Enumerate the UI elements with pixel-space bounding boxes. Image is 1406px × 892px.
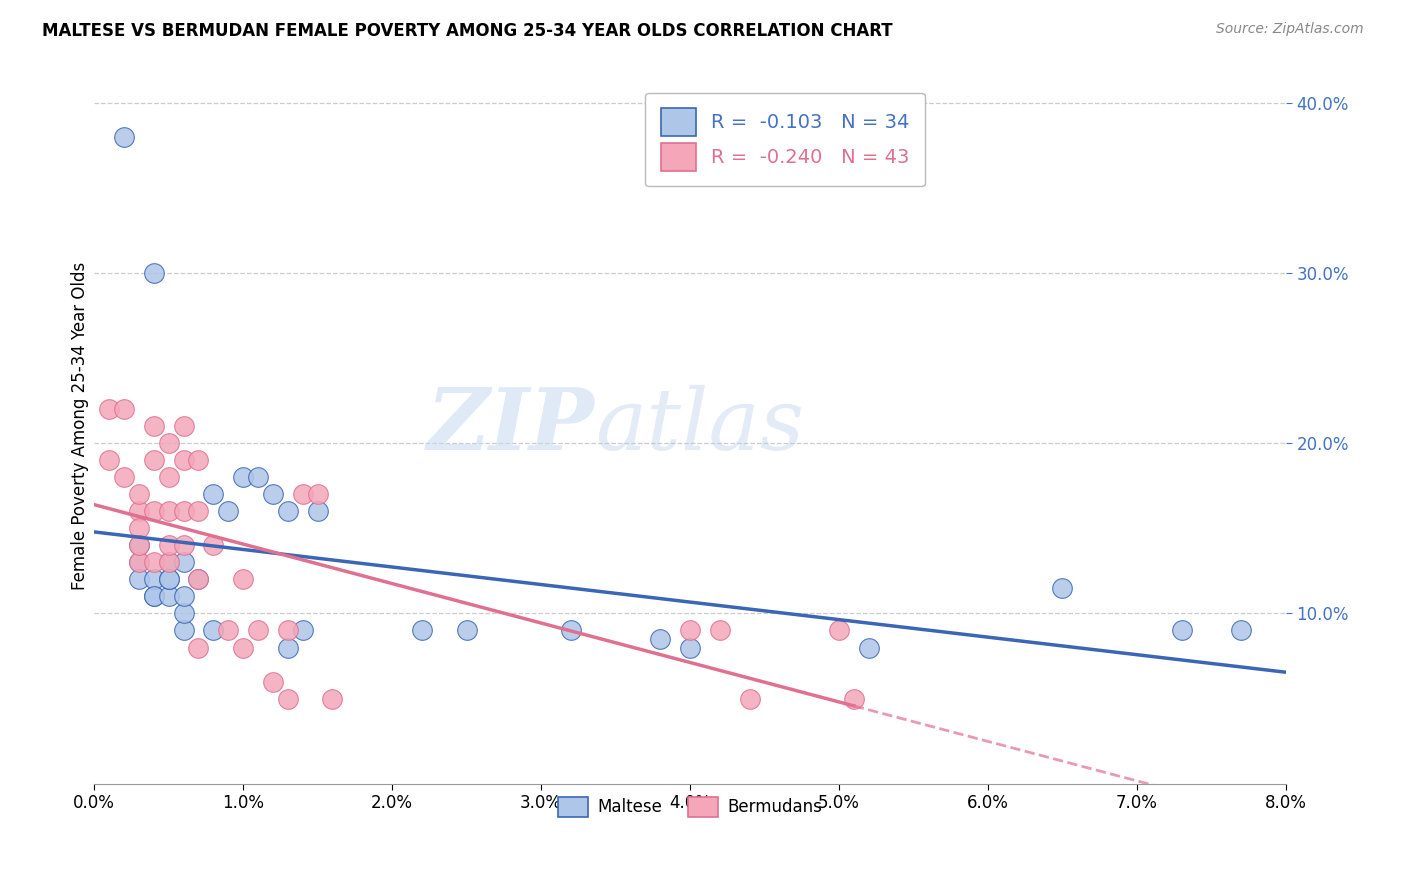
Point: [679, 624, 702, 638]
Point: [262, 487, 284, 501]
Point: [187, 573, 209, 587]
Point: [128, 521, 150, 535]
Point: [246, 470, 269, 484]
Point: [217, 624, 239, 638]
Point: [128, 573, 150, 587]
Text: Source: ZipAtlas.com: Source: ZipAtlas.com: [1216, 22, 1364, 37]
Point: [142, 419, 165, 434]
Point: [202, 487, 225, 501]
Point: [157, 436, 180, 450]
Point: [142, 266, 165, 280]
Text: MALTESE VS BERMUDAN FEMALE POVERTY AMONG 25-34 YEAR OLDS CORRELATION CHART: MALTESE VS BERMUDAN FEMALE POVERTY AMONG…: [42, 22, 893, 40]
Text: atlas: atlas: [595, 384, 804, 467]
Point: [173, 607, 195, 621]
Point: [307, 504, 329, 518]
Point: [128, 538, 150, 552]
Point: [173, 590, 195, 604]
Point: [277, 624, 299, 638]
Point: [277, 640, 299, 655]
Text: ZIP: ZIP: [427, 384, 595, 468]
Point: [262, 674, 284, 689]
Point: [128, 555, 150, 569]
Point: [456, 624, 478, 638]
Point: [157, 573, 180, 587]
Point: [411, 624, 433, 638]
Point: [828, 624, 851, 638]
Point: [679, 640, 702, 655]
Point: [142, 453, 165, 467]
Point: [173, 624, 195, 638]
Point: [157, 470, 180, 484]
Point: [187, 504, 209, 518]
Point: [157, 555, 180, 569]
Point: [246, 624, 269, 638]
Point: [1230, 624, 1253, 638]
Point: [142, 590, 165, 604]
Point: [173, 453, 195, 467]
Point: [157, 555, 180, 569]
Point: [307, 487, 329, 501]
Legend: Maltese, Bermudans: Maltese, Bermudans: [550, 789, 831, 825]
Point: [157, 590, 180, 604]
Point: [202, 624, 225, 638]
Point: [173, 555, 195, 569]
Point: [1052, 581, 1074, 595]
Point: [112, 402, 135, 417]
Y-axis label: Female Poverty Among 25-34 Year Olds: Female Poverty Among 25-34 Year Olds: [72, 262, 89, 591]
Point: [142, 504, 165, 518]
Point: [291, 487, 314, 501]
Point: [232, 573, 254, 587]
Point: [157, 538, 180, 552]
Point: [650, 632, 672, 646]
Point: [709, 624, 731, 638]
Point: [173, 538, 195, 552]
Point: [277, 504, 299, 518]
Point: [202, 538, 225, 552]
Point: [187, 573, 209, 587]
Point: [112, 470, 135, 484]
Point: [142, 590, 165, 604]
Point: [321, 691, 343, 706]
Point: [173, 419, 195, 434]
Point: [128, 538, 150, 552]
Point: [142, 573, 165, 587]
Point: [98, 453, 121, 467]
Point: [173, 504, 195, 518]
Point: [157, 573, 180, 587]
Point: [112, 129, 135, 144]
Point: [187, 453, 209, 467]
Point: [738, 691, 761, 706]
Point: [142, 555, 165, 569]
Point: [560, 624, 582, 638]
Point: [157, 504, 180, 518]
Point: [858, 640, 880, 655]
Point: [98, 402, 121, 417]
Point: [232, 470, 254, 484]
Point: [187, 640, 209, 655]
Point: [232, 640, 254, 655]
Point: [842, 691, 865, 706]
Point: [291, 624, 314, 638]
Point: [128, 504, 150, 518]
Point: [128, 555, 150, 569]
Point: [277, 691, 299, 706]
Point: [1170, 624, 1192, 638]
Point: [217, 504, 239, 518]
Point: [128, 487, 150, 501]
